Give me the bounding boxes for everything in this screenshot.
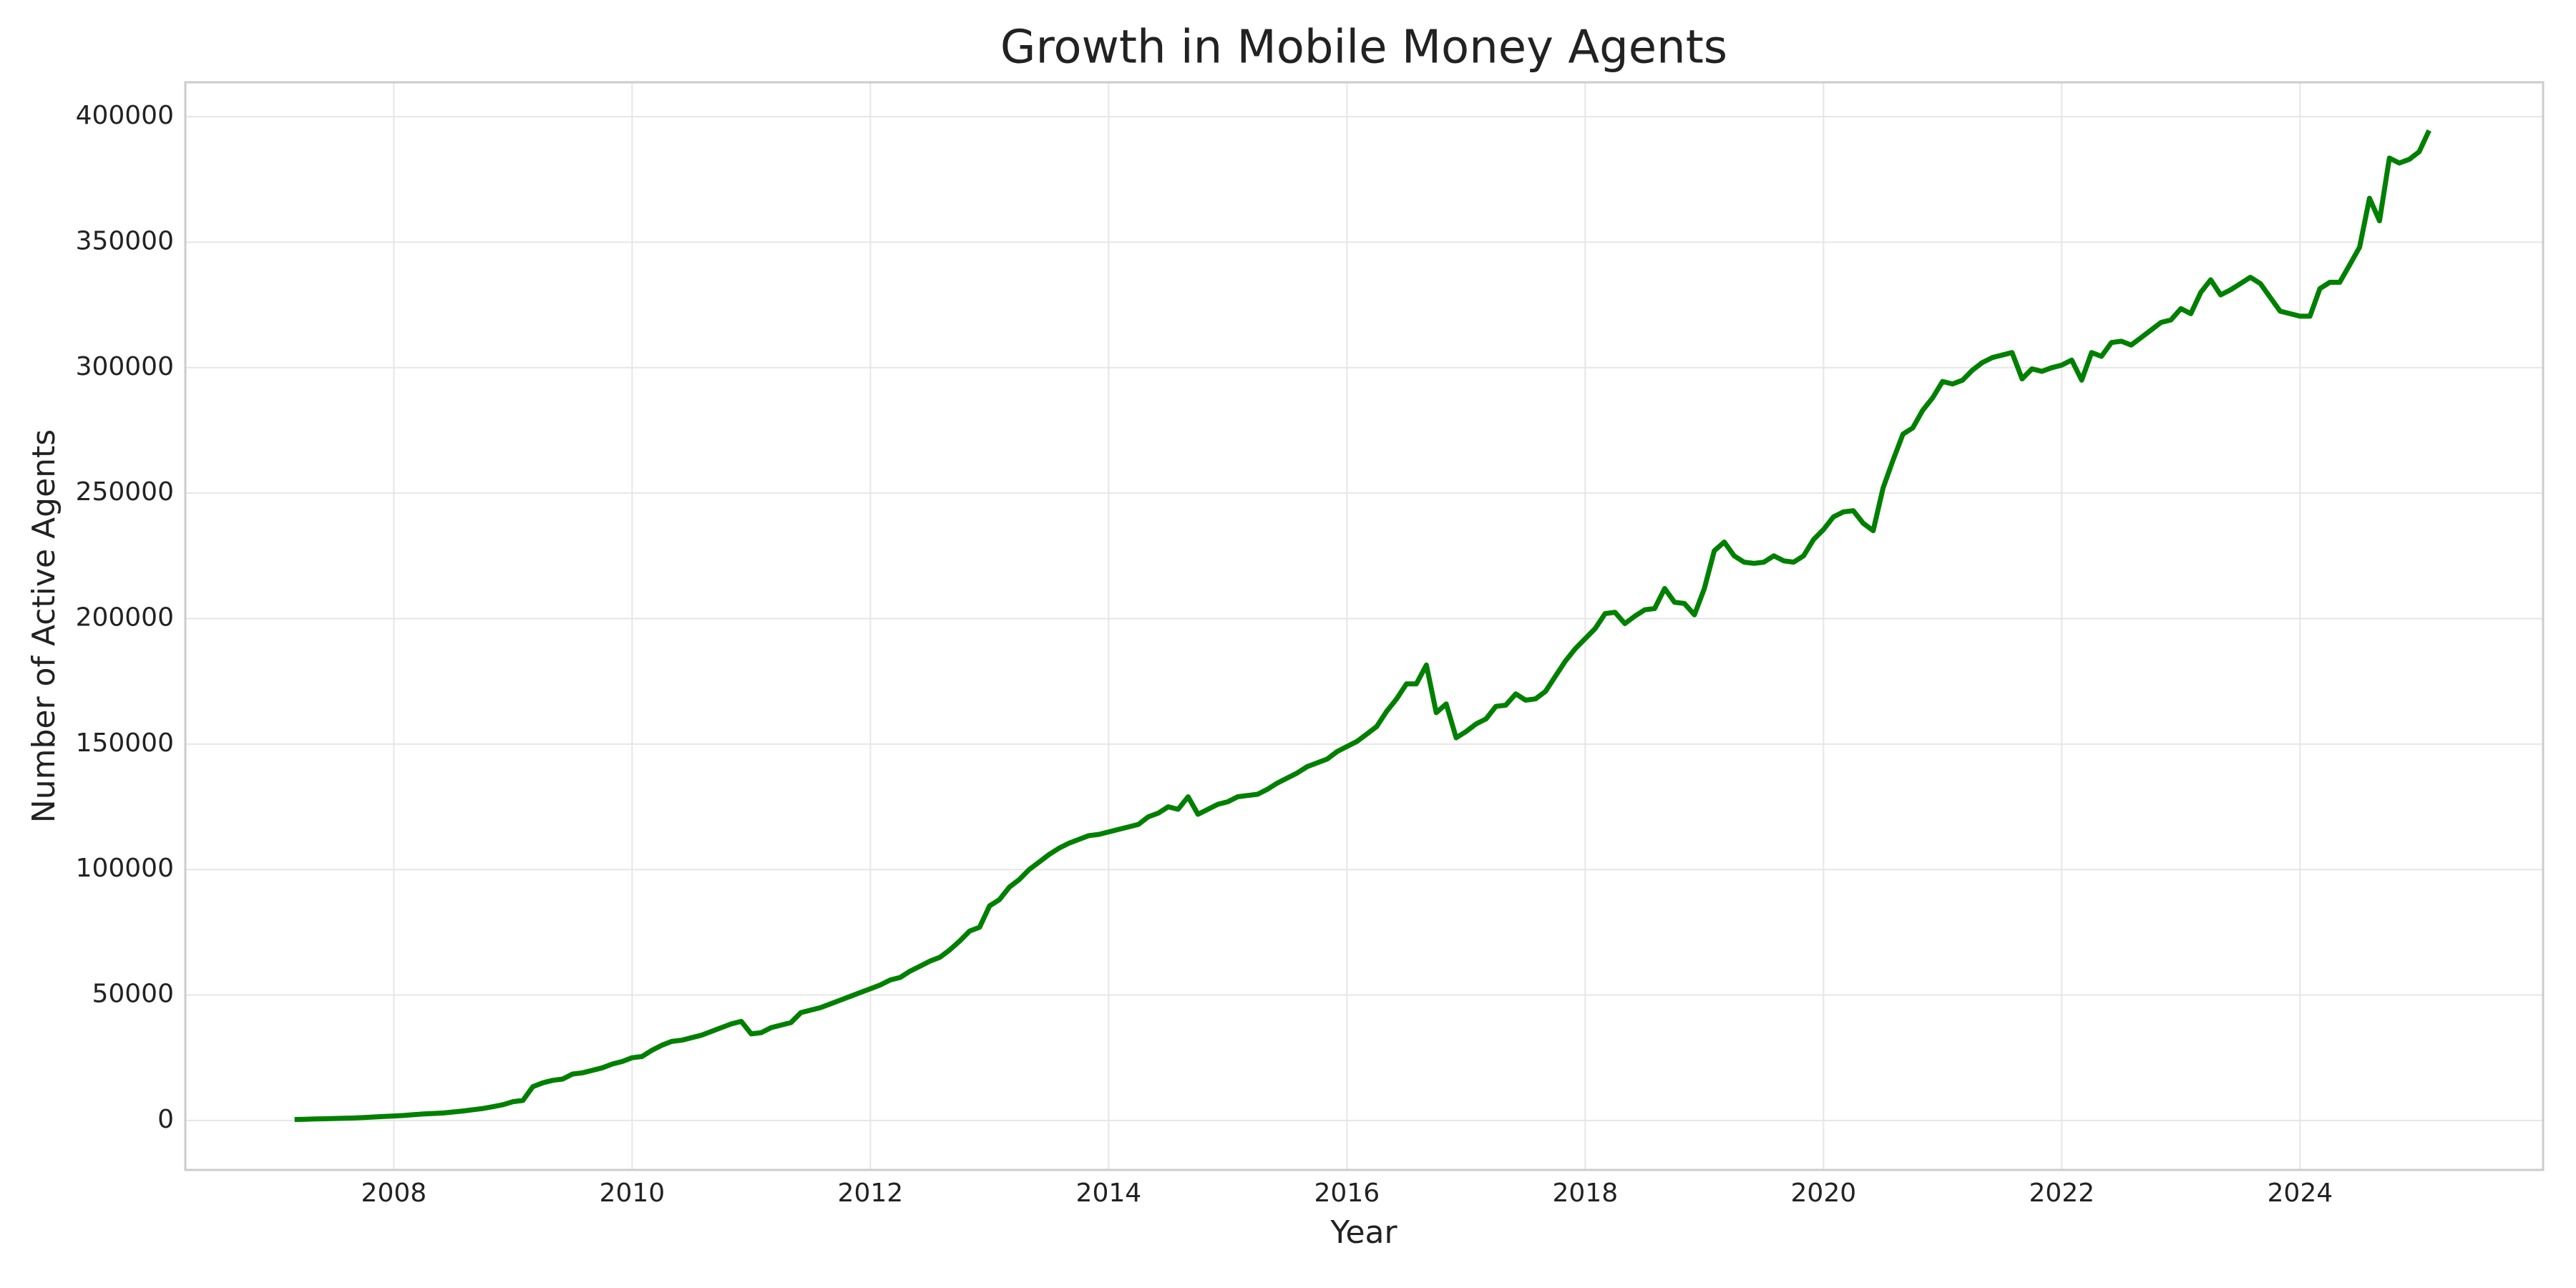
y-tick-label: 350000 — [76, 226, 174, 255]
x-tick-label: 2020 — [1791, 1179, 1857, 1208]
y-axis-label: Number of Active Agents — [26, 429, 62, 823]
y-tick-label: 150000 — [76, 728, 174, 758]
x-tick-label: 2024 — [2268, 1179, 2333, 1208]
chart-title: Growth in Mobile Money Agents — [1000, 21, 1727, 74]
y-tick-label: 100000 — [76, 854, 174, 883]
y-tick-label: 50000 — [92, 980, 174, 1009]
x-tick-label: 2012 — [838, 1179, 904, 1208]
y-tick-label: 250000 — [76, 477, 174, 507]
plot-frame — [184, 81, 2545, 1171]
x-tick-label: 2022 — [2029, 1179, 2095, 1208]
x-tick-label: 2008 — [361, 1179, 427, 1208]
x-tick-label: 2010 — [600, 1179, 665, 1208]
y-tick-label: 300000 — [76, 352, 174, 381]
x-tick-label: 2016 — [1314, 1179, 1380, 1208]
y-tick-label: 0 — [157, 1105, 174, 1134]
y-tick-label: 400000 — [76, 101, 174, 130]
x-tick-label: 2018 — [1553, 1179, 1619, 1208]
data-line — [294, 129, 2431, 1122]
y-tick-label: 200000 — [76, 602, 174, 632]
x-axis-label: Year — [1330, 1214, 1397, 1251]
x-tick-label: 2014 — [1076, 1179, 1142, 1208]
